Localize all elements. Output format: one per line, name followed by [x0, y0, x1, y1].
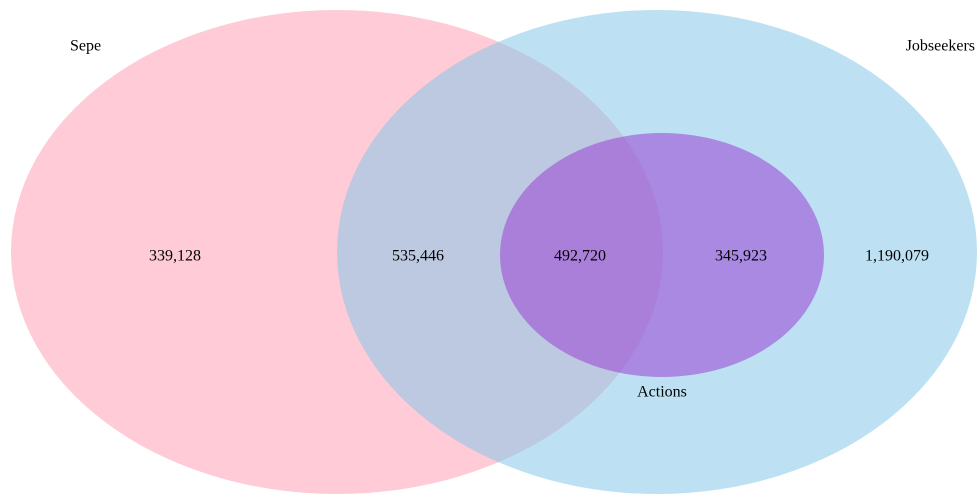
region-count: 492,720 — [554, 248, 606, 265]
region-count: 345,923 — [715, 248, 767, 265]
region-count: 1,190,079 — [865, 248, 929, 265]
set-label: Actions — [637, 384, 687, 401]
region-count: 535,446 — [392, 248, 444, 265]
set-label: Jobseekers — [906, 38, 975, 55]
set-label: Sepe — [70, 38, 101, 55]
region-count: 339,128 — [149, 248, 201, 265]
actions-ellipse — [500, 133, 824, 377]
